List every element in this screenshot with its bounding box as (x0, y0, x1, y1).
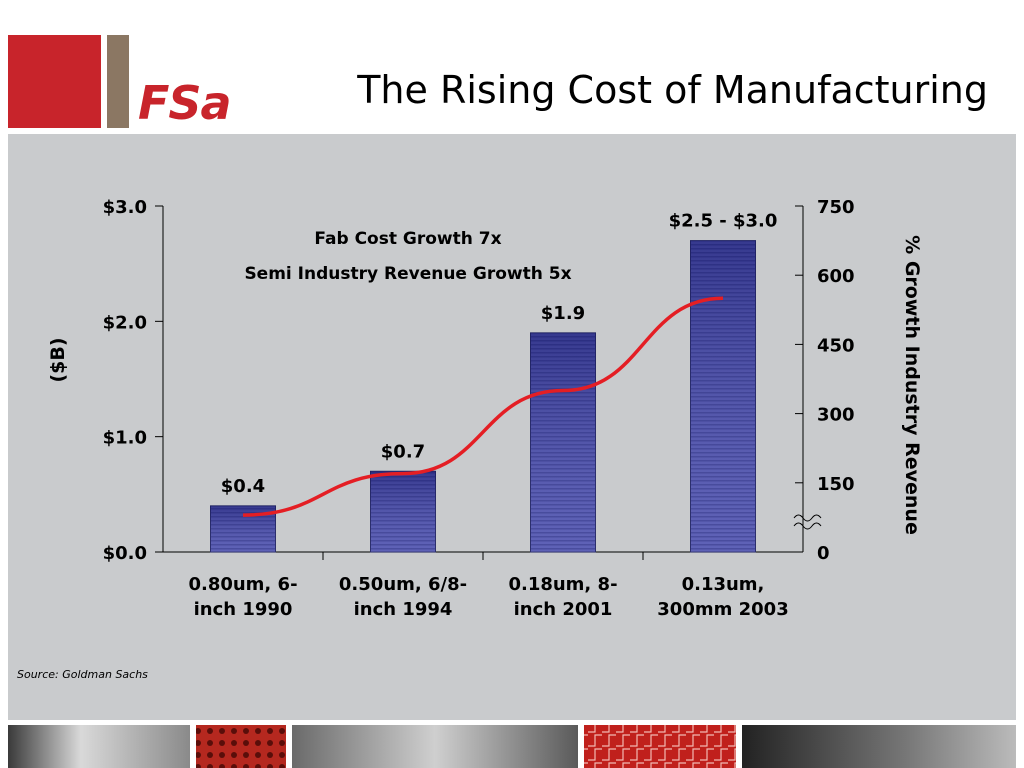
revenue-growth-line (242, 296, 724, 517)
chart-panel (8, 134, 1016, 720)
bar-value-label: $2.5 - $3.0 (669, 211, 778, 232)
bar-value-label: $0.7 (381, 441, 425, 462)
logo-red-block (8, 35, 101, 128)
x-tick-label: 0.13um, (682, 574, 765, 595)
x-tick-label: inch 2001 (514, 599, 613, 620)
logo-text: FSa (138, 76, 232, 130)
page-title: The Rising Cost of Manufacturing (357, 68, 988, 112)
x-tick-label: 0.80um, 6- (188, 574, 297, 595)
axis-break-mark (793, 522, 822, 530)
annotation-fab-cost: Fab Cost Growth 7x (314, 229, 501, 249)
y-axis-title-right: % Growth Industry Revenue (901, 235, 923, 535)
bar-shade (690, 240, 756, 552)
y-tick-label-left: $3.0 (103, 197, 147, 218)
y-tick-label-right: 150 (817, 474, 855, 495)
bar-shade (370, 471, 436, 552)
x-tick-label: inch 1994 (354, 599, 453, 620)
annotation-semi-revenue: Semi Industry Revenue Growth 5x (244, 264, 571, 284)
x-tick-label: inch 1990 (194, 599, 293, 620)
y-tick-label-right: 750 (817, 197, 855, 218)
y-tick-label-left: $2.0 (103, 312, 147, 333)
source-note: Source: Goldman Sachs (17, 668, 148, 681)
y-tick-label-right: 300 (817, 405, 855, 426)
y-tick-label-left: $0.0 (103, 543, 147, 564)
y-tick-label-right: 0 (817, 543, 830, 564)
y-tick-label-left: $1.0 (103, 428, 147, 449)
y-axis-title-left: ($B) (47, 337, 69, 382)
x-tick-label: 300mm 2003 (657, 599, 788, 620)
x-tick-label: 0.18um, 8- (508, 574, 617, 595)
bar-value-label: $1.9 (541, 303, 585, 324)
logo-brown-bar (107, 35, 129, 128)
axis-break-mark (793, 514, 822, 522)
bar-shade (530, 332, 596, 552)
y-tick-label-right: 600 (817, 266, 855, 287)
bar-value-label: $0.4 (221, 476, 265, 497)
y-tick-label-right: 450 (817, 335, 855, 356)
x-tick-label: 0.50um, 6/8- (339, 574, 467, 595)
footer-image-strip (8, 725, 1016, 768)
